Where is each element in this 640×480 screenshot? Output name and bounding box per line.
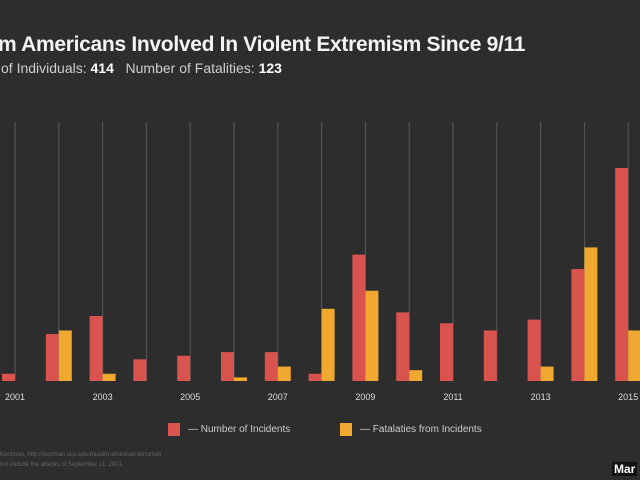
bar-incidents-2003 bbox=[89, 316, 103, 381]
chart-subtitle: of Individuals: 414 Number of Fatalities… bbox=[1, 60, 282, 76]
bar-incidents-2012 bbox=[483, 330, 497, 381]
bar-fatalities-2010 bbox=[409, 370, 423, 381]
bar-fatalities-2015 bbox=[628, 330, 640, 381]
bar-fatalities-2007 bbox=[277, 366, 291, 381]
bar-fatalities-2003 bbox=[102, 373, 116, 381]
legend-label-incidents: — Number of Incidents bbox=[188, 424, 291, 435]
bar-incidents-2014 bbox=[571, 269, 585, 381]
source-line-1: Kurzman, http://kurzman.unc.edu/muslim-a… bbox=[0, 452, 162, 458]
individuals-value: 414 bbox=[90, 60, 114, 76]
bar-incidents-2001 bbox=[2, 373, 15, 381]
bar-fatalities-2009 bbox=[365, 290, 379, 381]
x-tick-label-2005: 2005 bbox=[180, 392, 200, 402]
logo: Mar bbox=[612, 462, 638, 476]
bar-fatalities-2002 bbox=[58, 330, 72, 381]
chart-title: m Americans Involved In Violent Extremis… bbox=[0, 33, 526, 56]
legend-label-fatalities: — Fatalaties from Incidents bbox=[360, 424, 482, 435]
bar-incidents-2004 bbox=[133, 359, 147, 381]
legend-swatch-fatalities bbox=[340, 423, 352, 436]
x-tick-label-2011: 2011 bbox=[443, 392, 462, 402]
bar-incidents-2015 bbox=[615, 168, 629, 381]
legend-incidents: — Number of Incidents bbox=[168, 423, 290, 436]
source-line-2: not include the attacks of September 11,… bbox=[0, 462, 124, 468]
bar-incidents-2002 bbox=[45, 334, 59, 381]
x-tick-label-2001: 2001 bbox=[5, 392, 25, 402]
legend-fatalities: — Fatalaties from Incidents bbox=[340, 423, 482, 436]
bar-incidents-2009 bbox=[352, 254, 366, 381]
bar-fatalities-2008 bbox=[321, 308, 335, 381]
bar-incidents-2007 bbox=[264, 352, 278, 381]
bar-incidents-2010 bbox=[396, 312, 410, 381]
bar-incidents-2005 bbox=[177, 355, 191, 381]
individuals-label: of Individuals: bbox=[1, 60, 87, 76]
x-tick-label-2013: 2013 bbox=[531, 392, 551, 402]
x-tick-label-2009: 2009 bbox=[355, 392, 375, 402]
x-tick-label-2007: 2007 bbox=[268, 392, 288, 402]
bar-incidents-2011 bbox=[440, 323, 453, 381]
fatalities-value: 123 bbox=[258, 60, 282, 76]
bar-incidents-2008 bbox=[308, 373, 322, 381]
legend-swatch-incidents bbox=[168, 423, 180, 436]
bar-fatalities-2013 bbox=[540, 366, 554, 381]
fatalities-label: Number of Fatalities: bbox=[125, 60, 255, 76]
x-tick-label-2015: 2015 bbox=[618, 392, 638, 402]
bar-incidents-2013 bbox=[527, 319, 541, 381]
bar-fatalities-2006 bbox=[234, 377, 247, 381]
bar-incidents-2006 bbox=[221, 352, 234, 381]
bar-fatalities-2014 bbox=[584, 247, 598, 381]
x-tick-label-2003: 2003 bbox=[93, 392, 113, 402]
